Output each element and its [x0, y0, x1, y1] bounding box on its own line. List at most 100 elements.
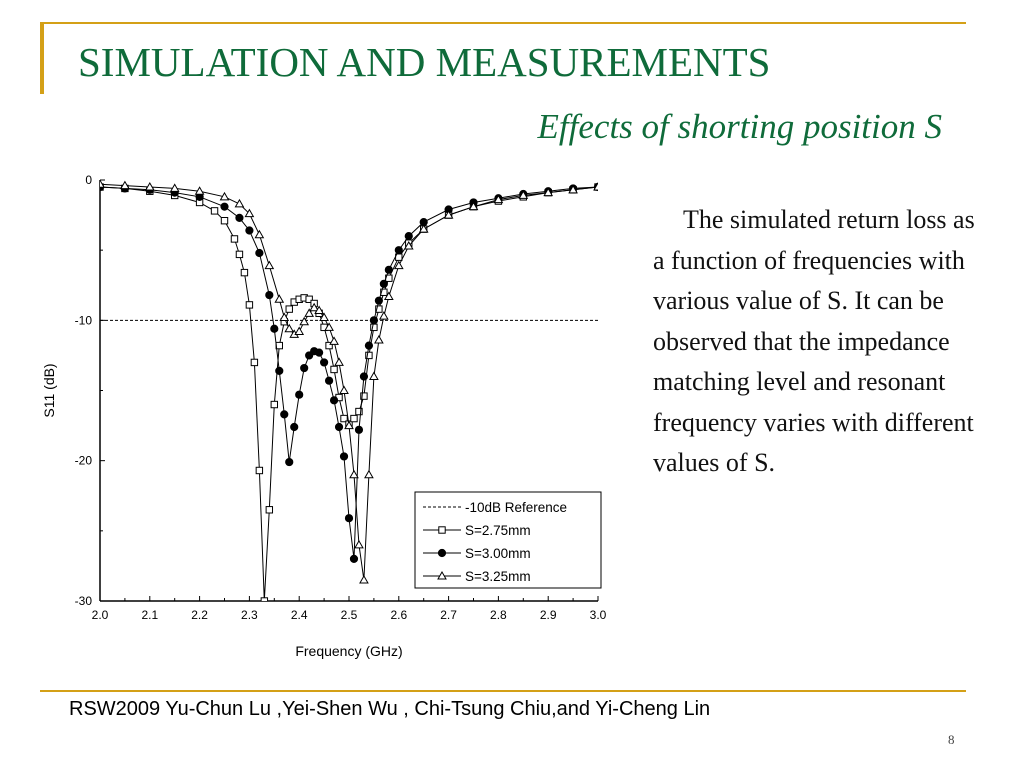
series-3-point: [284, 323, 295, 333]
series-3-point: [468, 201, 479, 211]
series-2-point: [394, 246, 403, 255]
series-2-point: [404, 232, 413, 241]
series-3-point: [254, 229, 265, 239]
page-number: 8: [948, 732, 955, 747]
series-2-point: [324, 376, 334, 385]
series-3-point: [314, 305, 324, 315]
series-1-point: [325, 341, 333, 350]
y-tick-label: 0: [85, 173, 92, 187]
series-3-point: [244, 208, 255, 218]
series-3-point: [403, 240, 414, 250]
footer-authors: RSW2009 Yu-Chun Lu ,Yei-Shen Wu , Chi-Ts…: [69, 698, 711, 720]
series-3-point: [304, 308, 315, 317]
s11-chart: 2.0 2.1 2.2 2.3 2.4 2.5 2.6 2.7 2.8 2.9 3.0 0 -10 -20…: [41, 173, 607, 659]
legend-marker: [438, 526, 446, 534]
title-accent-bar: [40, 22, 44, 94]
series-1-point: [245, 301, 254, 309]
series-2-point: [349, 554, 359, 563]
series-2-point: [364, 341, 374, 350]
series-2-point: [235, 213, 244, 222]
legend-label: S=3.00mm: [465, 546, 531, 561]
series-2-point: [300, 363, 309, 373]
series-1-point: [230, 235, 239, 243]
legend-marker: [437, 570, 447, 580]
series-3-point: [493, 194, 504, 204]
series-3-point: [568, 184, 578, 194]
series-1-point: [375, 305, 383, 313]
slide-title: SIMULATION AND MEASUREMENTS: [78, 39, 771, 85]
series-3-point: [593, 182, 598, 191]
series-3-point: [264, 260, 275, 270]
series-1-point: [355, 407, 363, 416]
series-2-point: [255, 248, 264, 258]
x-axis-label: Frequency (GHz): [295, 643, 402, 659]
series-1-point: [340, 414, 348, 423]
series-1-point: [350, 414, 358, 423]
series-2-point: [344, 514, 354, 523]
x-tick-label: 2.1: [141, 608, 158, 622]
series-3-point: [319, 312, 329, 322]
series-1-point: [210, 207, 219, 215]
series-1-point: [365, 351, 373, 360]
series-2-point: [374, 296, 383, 305]
slide-subtitle: Effects of shorting position S: [537, 107, 942, 146]
series-3-point: [349, 469, 359, 479]
series-3-point: [393, 260, 404, 270]
series-2-point: [334, 422, 344, 432]
series-3-point: [329, 336, 339, 345]
series-3-point: [364, 469, 374, 479]
x-tick-label: 2.5: [341, 608, 358, 622]
series-2-point: [315, 348, 324, 357]
series-3-point: [100, 179, 105, 188]
series-2-point: [354, 425, 364, 434]
series-3-point: [299, 316, 310, 326]
series-3-point: [334, 357, 344, 366]
series-2-point: [220, 202, 229, 211]
y-tick-label: -30: [75, 594, 93, 608]
series-3-point: [354, 539, 364, 549]
series-3-point: [418, 224, 429, 233]
x-tick-label: 2.9: [540, 608, 557, 622]
series-3-point: [169, 183, 180, 192]
series-3-point: [344, 420, 354, 430]
series-3-point: [294, 326, 305, 336]
series-3-point: [443, 210, 454, 219]
legend-box: [414, 491, 602, 589]
series-2-point: [329, 396, 339, 405]
series-1-point: [305, 295, 313, 303]
series-1-point: [380, 288, 388, 296]
series-2-point: [270, 324, 279, 333]
series-2-point: [295, 390, 304, 399]
y-tick-label: -20: [75, 454, 93, 468]
series-2-point: [359, 372, 369, 381]
series-3-point: [369, 371, 379, 380]
body-paragraph: The simulated return loss as a function …: [653, 205, 975, 477]
series-2-point: [280, 410, 289, 419]
series-3-point: [219, 191, 230, 201]
x-tick-label: 2.8: [490, 608, 507, 622]
series-2-point: [285, 457, 294, 467]
x-tick-label: 2.3: [241, 608, 258, 622]
series-2-point: [245, 226, 254, 235]
series-3-point: [374, 334, 384, 344]
series-3-point: [543, 187, 554, 197]
series-1-point: [260, 597, 269, 601]
series-1-point: [330, 365, 338, 374]
x-tick-label: 2.6: [390, 608, 407, 622]
series-2-point: [339, 452, 349, 461]
series-3-point: [339, 385, 349, 394]
x-tick-label: 2.4: [291, 608, 308, 622]
top-rule: [40, 22, 966, 24]
series-2-point: [275, 366, 284, 375]
series-1-point: [220, 216, 229, 225]
series-3-point: [359, 574, 369, 584]
y-tick-label: -10: [75, 313, 93, 327]
x-tick-label: 2.7: [440, 608, 457, 622]
series-3-point: [144, 182, 155, 191]
series-1-point: [240, 268, 249, 277]
footer-rule: [40, 690, 966, 692]
x-tick-label: 2.2: [191, 608, 208, 622]
series-1-point: [235, 250, 244, 259]
series-3-point: [518, 190, 529, 199]
y-axis-label: S11 (dB): [41, 363, 57, 417]
